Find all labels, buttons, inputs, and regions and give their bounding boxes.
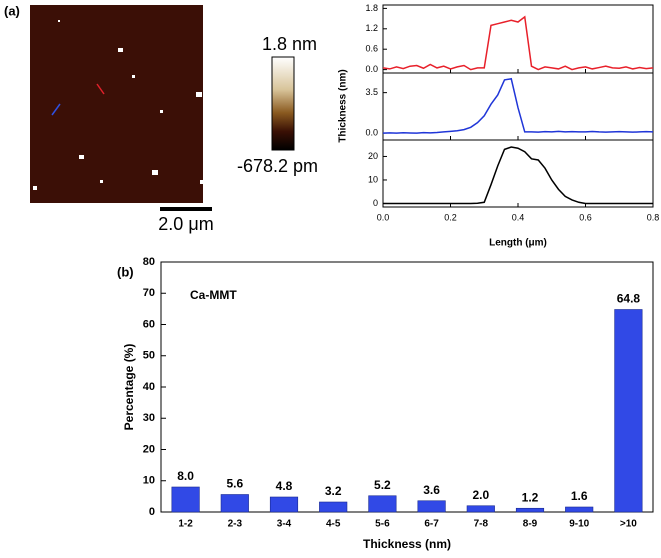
value-label: 8.0: [177, 469, 194, 483]
panel-label: (a): [4, 3, 20, 18]
x-tick-label: 0.4: [512, 212, 525, 222]
bar: [220, 494, 249, 513]
value-label: 3.6: [423, 483, 440, 497]
bar: [269, 496, 299, 513]
y-tick-label: 20: [143, 443, 155, 455]
profile-line: [382, 15, 654, 71]
colorbar: [271, 56, 295, 151]
profile-line: [382, 77, 654, 134]
x-axis-label: Thickness (nm): [363, 537, 451, 551]
x-tick-label: 6-7: [424, 519, 439, 530]
scale-bar-label: 2.0 μm: [158, 214, 213, 234]
value-label: 5.6: [226, 477, 243, 491]
annotation: Ca-MMT: [190, 288, 237, 302]
bar: [417, 500, 446, 513]
y-tick-label: 50: [143, 350, 155, 362]
y-tick-label: 80: [143, 256, 155, 268]
bar: [515, 507, 545, 513]
value-label: 1.6: [571, 489, 588, 503]
x-tick-label: 3-4: [277, 519, 292, 530]
y-axis-label: Percentage (%): [122, 344, 136, 431]
y-tick-label: 60: [143, 318, 155, 330]
value-label: 4.8: [276, 479, 293, 493]
plot-frame: [382, 4, 654, 74]
value-label: 64.8: [617, 292, 641, 306]
y-tick-label: 3.5: [365, 87, 378, 97]
y-tick-label: 40: [143, 381, 155, 393]
y-tick-label: 1.8: [365, 3, 378, 13]
value-label: 2.0: [472, 488, 489, 502]
x-tick-label: 4-5: [326, 519, 341, 530]
x-tick-label: 1-2: [178, 519, 193, 530]
x-tick-label: 0.0: [377, 212, 390, 222]
x-tick-label: 9-10: [569, 519, 589, 530]
y-tick-label: 0.6: [365, 44, 378, 54]
x-tick-label: 5-6: [375, 519, 390, 530]
y-tick-label: 0.0: [365, 64, 378, 74]
bar: [466, 505, 495, 513]
colorbar-max: 1.8 nm: [262, 34, 317, 54]
x-axis-label: Length (μm): [489, 238, 547, 249]
y-tick-label: 0.0: [365, 127, 378, 137]
bar: [614, 309, 643, 513]
x-tick-label: 2-3: [228, 519, 243, 530]
colorbar-min: -678.2 pm: [237, 156, 318, 176]
y-axis-label: Thickness (nm): [338, 69, 349, 142]
bar: [565, 506, 594, 513]
x-tick-label: 0.6: [579, 212, 592, 222]
x-tick-label: >10: [620, 519, 637, 530]
y-tick-label: 10: [368, 174, 378, 184]
y-tick-label: 30: [143, 412, 155, 424]
bar: [368, 495, 397, 513]
y-tick-label: 20: [368, 151, 378, 161]
y-tick-label: 0: [149, 506, 155, 518]
x-tick-label: 7-8: [474, 519, 489, 530]
plot-frame: [382, 139, 654, 208]
value-label: 3.2: [325, 484, 342, 498]
bar: [319, 501, 348, 513]
afm-image: [30, 5, 204, 203]
y-tick-label: 10: [143, 475, 155, 487]
profile-line: [383, 146, 653, 205]
y-tick-label: 0: [373, 198, 378, 208]
value-label: 5.2: [374, 478, 391, 492]
x-tick-label: 8-9: [523, 519, 538, 530]
value-label: 1.2: [522, 490, 539, 504]
x-tick-label: 0.8: [647, 212, 660, 222]
y-tick-label: 1.2: [365, 23, 378, 33]
panel-label: (b): [117, 264, 134, 279]
bar: [171, 486, 200, 513]
y-tick-label: 70: [143, 287, 155, 299]
x-tick-label: 0.2: [444, 212, 457, 222]
